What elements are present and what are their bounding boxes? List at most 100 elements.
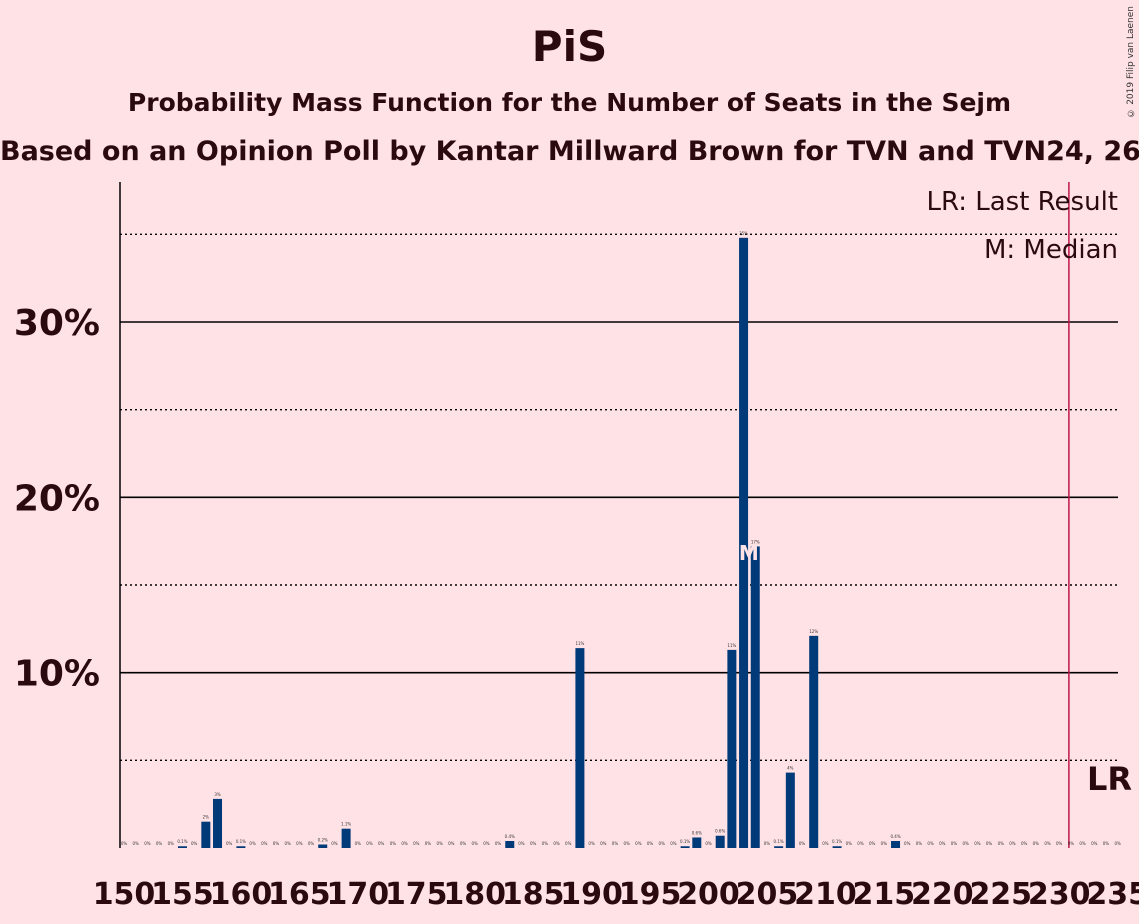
bar-data-label: 0% (1103, 841, 1110, 846)
legend-last-result: LR: Last Result (926, 187, 1118, 217)
bar-data-label: 0% (799, 841, 806, 846)
bar-data-label: 0% (518, 841, 525, 846)
x-tick-label: 205 (736, 877, 799, 912)
bar-data-label: 0% (249, 841, 256, 846)
bar-data-label: 35% (739, 231, 748, 236)
bar-data-label: 0% (121, 841, 128, 846)
bar-data-label: 0% (226, 841, 233, 846)
x-tick-label: 150 (93, 877, 156, 912)
x-tick-label: 165 (268, 877, 331, 912)
bar (341, 828, 351, 848)
bar-data-label: 0% (168, 841, 175, 846)
bar-data-label: 0.1% (236, 839, 246, 844)
bar-data-label: 0% (460, 841, 467, 846)
x-tick-label: 235 (1086, 877, 1139, 912)
bar-data-label: 0% (1021, 841, 1028, 846)
bar-data-label: 0% (1009, 841, 1016, 846)
bar (891, 840, 901, 848)
bar-data-label: 0% (857, 841, 864, 846)
bar (505, 840, 515, 848)
bar-data-label: 0% (296, 841, 303, 846)
x-tick-label: 195 (619, 877, 682, 912)
bar-data-label: 0% (986, 841, 993, 846)
bar-data-label: 0% (951, 841, 958, 846)
y-tick-label: 10% (14, 654, 100, 695)
bar-data-label: 0% (1056, 841, 1063, 846)
x-tick-label: 190 (560, 877, 623, 912)
bar-data-label: 0% (553, 841, 560, 846)
bar-data-label: 0.1% (832, 839, 842, 844)
bar (692, 837, 702, 848)
median-marker: M (739, 541, 759, 565)
bar-data-label: 0% (600, 841, 607, 846)
bar-data-label: 0% (144, 841, 151, 846)
bar-data-label: 0% (1091, 841, 1098, 846)
bar-data-label: 0.4% (505, 834, 515, 839)
bar-data-label: 2% (203, 815, 210, 820)
bar-data-label: 0% (483, 841, 490, 846)
bar-data-label: 0% (904, 841, 911, 846)
bar-data-label: 0% (588, 841, 595, 846)
bar-data-label: 0% (1044, 841, 1051, 846)
bar-data-label: 0% (647, 841, 654, 846)
bar-data-label: 11% (727, 643, 736, 648)
x-tick-label: 180 (443, 877, 506, 912)
bar-data-label: 0% (425, 841, 432, 846)
bar (201, 821, 211, 848)
bar (832, 846, 842, 848)
bar (739, 237, 749, 849)
bar (785, 772, 795, 848)
bar-data-label: 0% (331, 841, 338, 846)
bar-data-label: 1.1% (341, 822, 351, 827)
x-tick-label: 185 (502, 877, 565, 912)
last-result-marker: LR (1087, 760, 1132, 798)
chart-source-subtitle: Based on an Opinion Poll by Kantar Millw… (0, 136, 1139, 167)
bar (575, 648, 585, 848)
bar (774, 846, 784, 848)
bar-data-label: 0% (156, 841, 163, 846)
bar-data-label: 11% (575, 641, 584, 646)
bar-data-label: 0% (822, 841, 829, 846)
bar-data-label: 0% (530, 841, 537, 846)
x-tick-label: 160 (210, 877, 273, 912)
bar-data-label: 0% (963, 841, 970, 846)
bar (213, 798, 223, 848)
bar (236, 846, 246, 848)
bar-data-label: 0% (846, 841, 853, 846)
x-tick-label: 155 (151, 877, 214, 912)
legend-median: M: Median (984, 235, 1118, 265)
bar-data-label: 0% (1114, 841, 1121, 846)
x-tick-label: 210 (794, 877, 857, 912)
bar-data-label: 0% (542, 841, 549, 846)
bar-data-label: 0% (1068, 841, 1075, 846)
y-tick-label: 30% (14, 303, 100, 344)
bar-data-label: 12% (809, 629, 818, 634)
bar (809, 635, 819, 848)
bar (750, 546, 760, 848)
bar-data-label: 0.1% (680, 839, 690, 844)
x-tick-label: 230 (1028, 877, 1091, 912)
x-tick-label: 175 (385, 877, 448, 912)
bar (318, 844, 328, 848)
x-tick-label: 220 (911, 877, 974, 912)
chart-subtitle: Probability Mass Function for the Number… (127, 88, 1012, 117)
bar-data-label: 0% (974, 841, 981, 846)
bar-data-label: 0% (635, 841, 642, 846)
bar-data-label: 0.6% (715, 829, 725, 834)
bar-data-label: 0% (472, 841, 479, 846)
bar-data-label: 0% (939, 841, 946, 846)
x-tick-label: 215 (853, 877, 916, 912)
bar-data-label: 0.1% (774, 839, 784, 844)
chart-title: PiS (531, 22, 608, 71)
bar-data-label: 0% (869, 841, 876, 846)
bar-data-label: 0% (565, 841, 572, 846)
bar-data-label: 3% (214, 792, 221, 797)
bar-data-label: 0% (670, 841, 677, 846)
bar-data-label: 0% (366, 841, 373, 846)
x-tick-label: 225 (969, 877, 1032, 912)
bar-data-label: 0% (659, 841, 666, 846)
bar-data-label: 0% (401, 841, 408, 846)
bar-data-label: 0% (705, 841, 712, 846)
bar-data-label: 0.2% (318, 837, 328, 842)
